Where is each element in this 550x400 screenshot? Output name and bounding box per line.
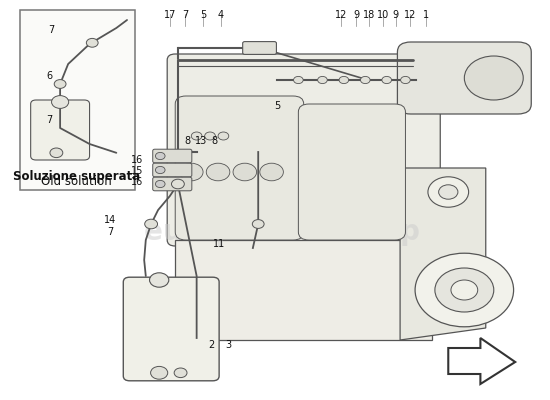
Text: 15: 15 (130, 166, 143, 176)
Text: 9: 9 (353, 10, 359, 20)
FancyBboxPatch shape (31, 100, 90, 160)
Circle shape (428, 177, 469, 207)
Text: 7: 7 (48, 25, 54, 35)
Text: 4: 4 (218, 10, 224, 20)
Text: 5: 5 (274, 101, 280, 111)
Circle shape (435, 268, 494, 312)
Circle shape (451, 280, 478, 300)
Circle shape (52, 96, 69, 108)
Circle shape (156, 152, 165, 160)
Circle shape (172, 179, 184, 189)
Circle shape (260, 163, 283, 181)
Text: europ    for europ: europ for europ (144, 218, 420, 246)
Circle shape (415, 253, 514, 327)
Polygon shape (175, 240, 432, 340)
FancyBboxPatch shape (20, 10, 135, 190)
Polygon shape (448, 338, 515, 384)
Text: 1: 1 (423, 10, 429, 20)
Circle shape (206, 163, 230, 181)
Circle shape (360, 76, 370, 84)
Text: 17: 17 (164, 10, 176, 20)
FancyBboxPatch shape (153, 177, 192, 191)
Circle shape (174, 368, 187, 378)
Text: 8: 8 (184, 136, 190, 146)
FancyBboxPatch shape (243, 42, 277, 54)
Circle shape (439, 185, 458, 199)
FancyBboxPatch shape (167, 54, 440, 246)
Text: 3: 3 (226, 340, 232, 350)
Circle shape (382, 76, 392, 84)
Circle shape (464, 56, 523, 100)
Circle shape (156, 166, 165, 174)
Circle shape (145, 219, 157, 229)
Text: 7: 7 (107, 227, 113, 237)
Circle shape (179, 163, 203, 181)
Circle shape (151, 366, 168, 379)
FancyBboxPatch shape (398, 42, 531, 114)
Circle shape (400, 76, 410, 84)
FancyBboxPatch shape (123, 277, 219, 381)
Text: 12: 12 (404, 10, 416, 20)
FancyBboxPatch shape (298, 104, 405, 240)
Circle shape (150, 273, 169, 287)
Circle shape (252, 220, 264, 228)
FancyBboxPatch shape (153, 149, 192, 163)
Text: 12: 12 (335, 10, 348, 20)
Circle shape (218, 132, 229, 140)
Text: 10: 10 (377, 10, 389, 20)
Circle shape (294, 76, 303, 84)
Text: 2: 2 (208, 340, 214, 350)
FancyBboxPatch shape (175, 96, 304, 240)
Text: 18: 18 (363, 10, 375, 20)
Text: Old solution: Old solution (41, 175, 112, 188)
Polygon shape (400, 168, 486, 340)
Text: 16: 16 (130, 155, 143, 165)
Text: 7: 7 (46, 115, 53, 125)
Text: 5: 5 (200, 10, 206, 20)
Text: 9: 9 (393, 10, 399, 20)
Circle shape (233, 163, 257, 181)
Circle shape (50, 148, 63, 158)
Circle shape (191, 132, 202, 140)
Text: Soluzione superata: Soluzione superata (13, 170, 140, 183)
Text: 6: 6 (46, 71, 52, 81)
Text: 7: 7 (182, 10, 188, 20)
Circle shape (54, 80, 66, 88)
Text: 13: 13 (195, 136, 207, 146)
Circle shape (205, 132, 216, 140)
Text: 11: 11 (213, 239, 225, 249)
Circle shape (339, 76, 349, 84)
Text: 14: 14 (104, 215, 116, 225)
Circle shape (318, 76, 327, 84)
Circle shape (156, 180, 165, 188)
Text: 8: 8 (212, 136, 218, 146)
Circle shape (86, 38, 98, 47)
FancyBboxPatch shape (153, 163, 192, 177)
Text: 16: 16 (130, 177, 143, 187)
